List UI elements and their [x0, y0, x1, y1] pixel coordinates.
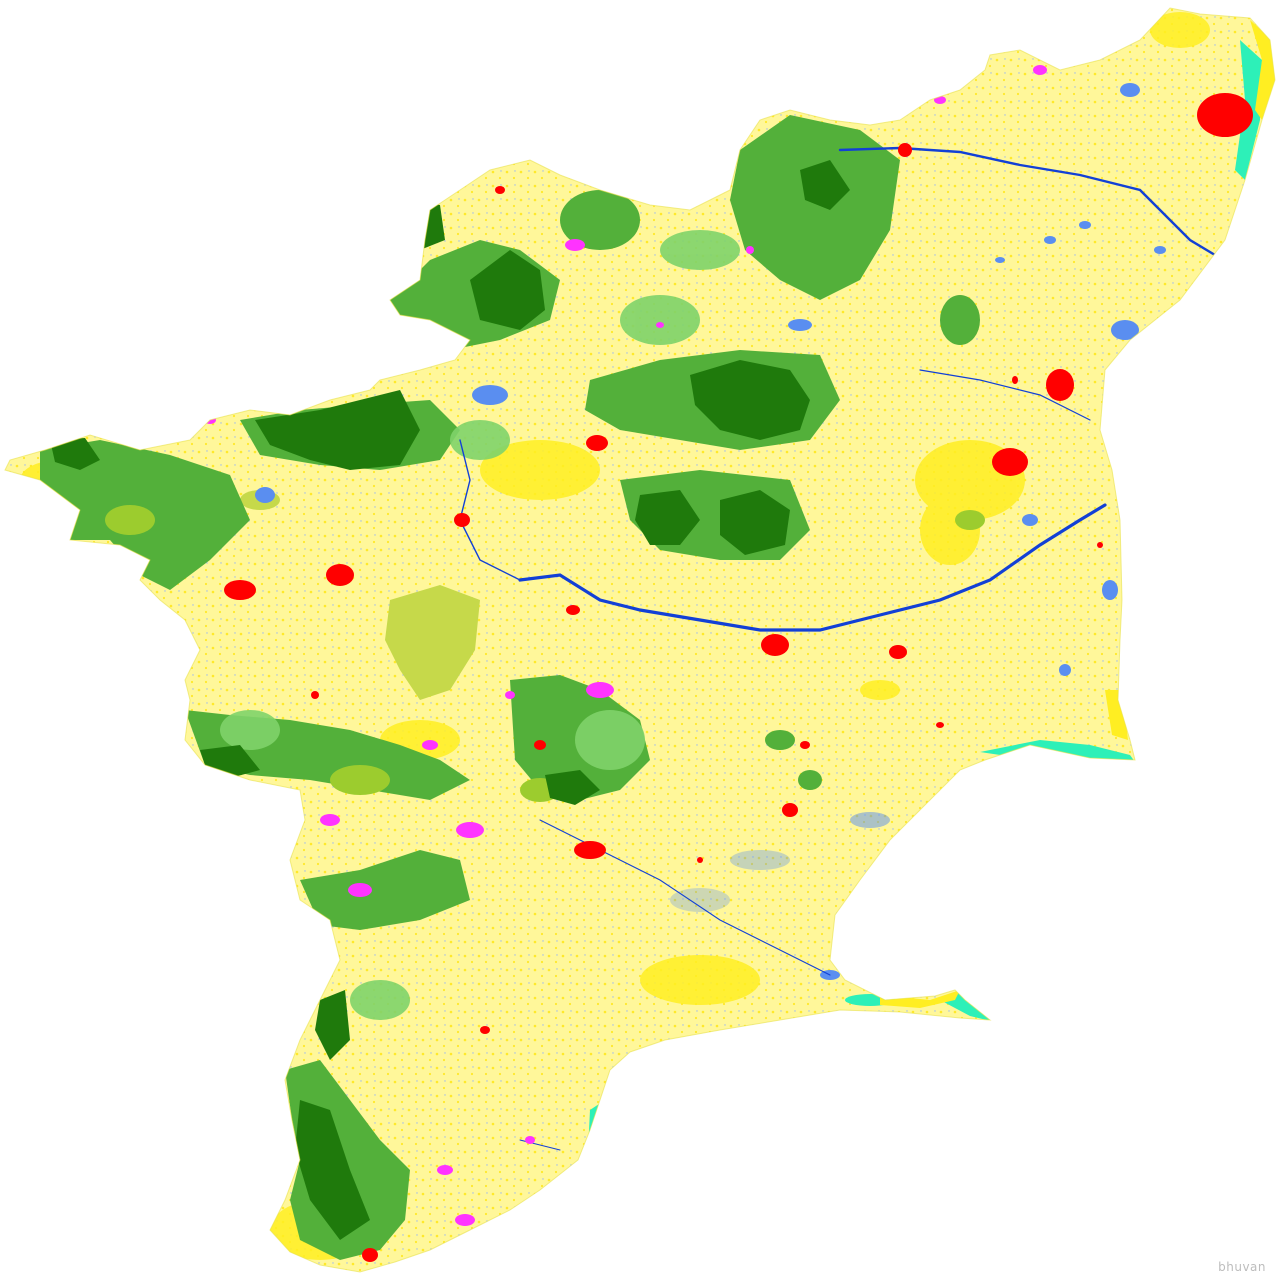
scrub-forest-layer [220, 230, 740, 1020]
river-layer [459, 146, 1217, 1151]
barren-rocky-layer [204, 65, 1047, 1226]
water-bodies-layer [255, 83, 1166, 980]
bhuvan-watermark: bhuvan [1218, 1260, 1266, 1274]
built-up-layer [224, 93, 1253, 1262]
